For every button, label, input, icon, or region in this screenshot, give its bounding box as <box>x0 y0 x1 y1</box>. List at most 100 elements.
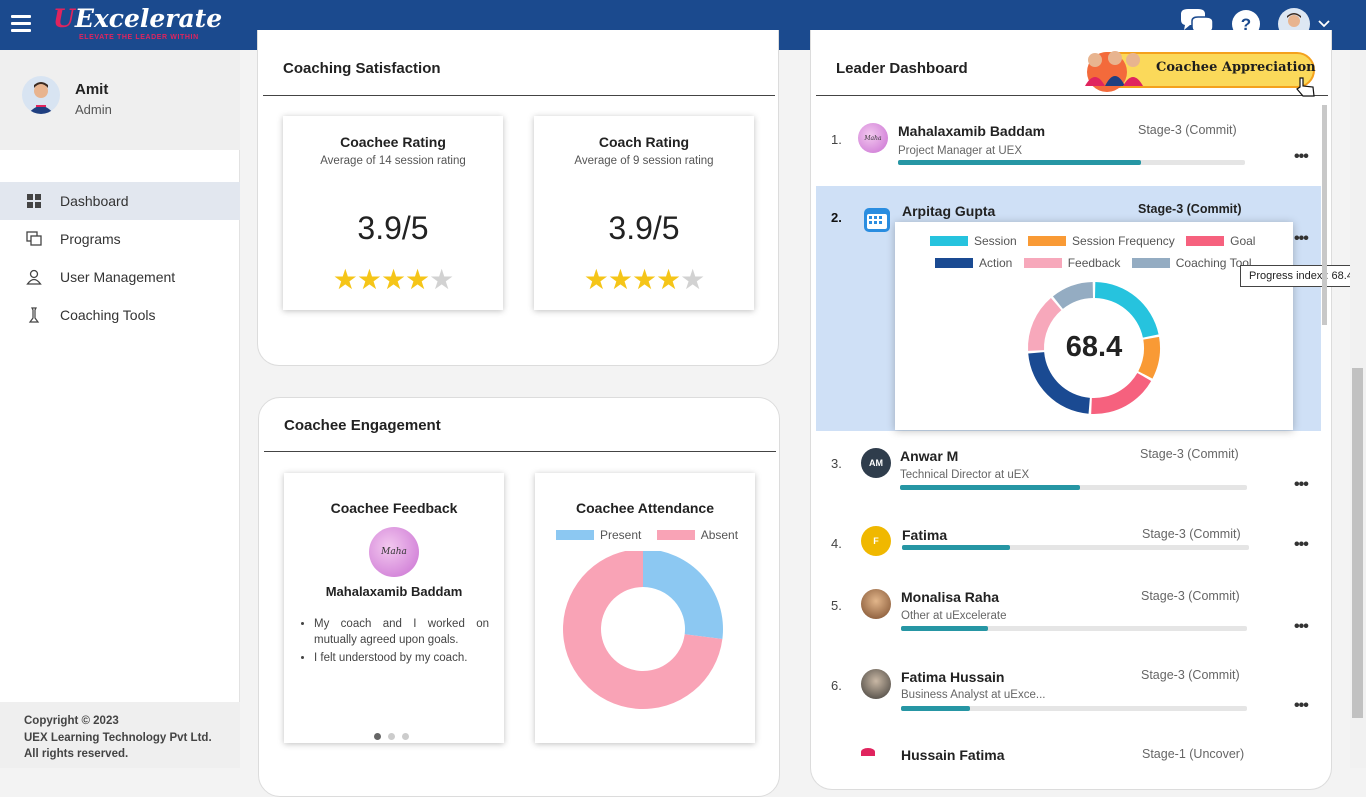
row-role: Business Analyst at uExce... <box>901 689 1046 701</box>
leader-row[interactable]: 3. AM Anwar M Technical Director at uEX … <box>816 438 1322 498</box>
row-avatar: F <box>861 526 891 556</box>
donut-slice-goal[interactable] <box>1091 372 1152 414</box>
copyright-line: UEX Learning Technology Pvt Ltd. <box>24 731 212 744</box>
tile-subtitle: Average of 14 session rating <box>320 155 466 167</box>
feedback-list: My coach and I worked on mutually agreed… <box>314 616 489 668</box>
row-name[interactable]: Arpitag Gupta <box>902 203 996 219</box>
divider <box>263 95 775 96</box>
legend-label: Action <box>979 256 1013 270</box>
row-name[interactable]: Anwar M <box>900 448 959 464</box>
legend-item[interactable]: Session Frequency <box>1028 234 1175 248</box>
row-number: 6. <box>831 678 842 693</box>
logo-tagline: ELEVATE THE LEADER WITHIN <box>79 34 199 41</box>
sidebar-nav: Dashboard Programs User Management Coach… <box>0 182 240 334</box>
progress-bar <box>902 545 1249 550</box>
legend-item[interactable]: Goal <box>1186 234 1255 248</box>
donut-slice-present[interactable] <box>643 551 723 640</box>
row-role: Project Manager at UEX <box>898 145 1023 157</box>
user-name: Amit <box>75 81 109 98</box>
legend-item[interactable]: Feedback <box>1023 256 1120 270</box>
legend-item[interactable]: Present <box>556 528 641 542</box>
legend-item[interactable]: Action <box>935 256 1012 270</box>
donut-slice-absent[interactable] <box>563 551 723 709</box>
profile-panel: Amit Admin <box>0 50 240 150</box>
carousel-dot[interactable] <box>402 733 409 740</box>
row-number: 3. <box>831 456 842 471</box>
svg-text:?: ? <box>1241 15 1251 34</box>
card-title: Coaching Satisfaction <box>283 60 441 77</box>
row-stage: Stage-3 (Commit) <box>1142 527 1241 541</box>
row-stage: Stage-1 (Uncover) <box>1142 747 1245 761</box>
row-name[interactable]: Monalisa Raha <box>901 589 1000 605</box>
feedback-point: I felt understood by my coach. <box>314 650 489 666</box>
progress-fill <box>902 545 1010 550</box>
carousel-dot[interactable] <box>388 733 395 740</box>
progress-fill <box>898 160 1141 165</box>
donut-slice-session[interactable] <box>1094 282 1159 338</box>
leader-row[interactable]: 6. Fatima Hussain Business Analyst at uE… <box>816 660 1322 720</box>
progress-fill <box>901 706 971 711</box>
sidebar-item-coaching-tools[interactable]: Coaching Tools <box>0 296 240 334</box>
feedback-name: Mahalaxamib Baddam <box>325 584 463 599</box>
page-scrollbar[interactable] <box>1350 50 1366 768</box>
menu-icon[interactable] <box>11 15 31 35</box>
copyright-line: All rights reserved. <box>24 748 129 760</box>
row-name[interactable]: Fatima Hussain <box>901 669 1005 685</box>
tile-title: Coachee Feedback <box>330 500 458 516</box>
legend-item[interactable]: Absent <box>656 528 738 542</box>
user-avatar[interactable] <box>22 76 60 114</box>
row-name[interactable]: Fatima <box>902 527 948 543</box>
row-number: 2. <box>831 210 842 225</box>
copyright: Copyright © 2023 UEX Learning Technology… <box>0 702 240 768</box>
donut-slice-feedback[interactable] <box>1028 297 1062 351</box>
sidebar-item-label: Programs <box>60 231 121 247</box>
sidebar-item-label: User Management <box>60 269 176 285</box>
carousel-dots <box>374 727 416 745</box>
donut-slice-action[interactable] <box>1028 352 1090 414</box>
leader-row[interactable]: 5. Monalisa Raha Other at uExcelerate St… <box>816 580 1322 640</box>
rating-value: 3.9/5 <box>608 210 680 246</box>
leader-row[interactable]: 4. F Fatima Stage-3 (Commit) ••• <box>816 518 1322 568</box>
row-name[interactable]: Mahalaxamib Baddam <box>898 123 1046 139</box>
more-options-icon[interactable]: ••• <box>1294 697 1309 714</box>
legend-item[interactable]: Coaching Tool <box>1131 256 1252 270</box>
donut-slice-session-frequency[interactable] <box>1138 336 1160 379</box>
coachee-attendance-tile: Coachee Attendance Present Absent <box>535 473 755 743</box>
grid-icon <box>27 194 41 208</box>
leader-row[interactable]: Hussain Fatima Stage-1 (Uncover) <box>816 738 1322 768</box>
progress-center-value: 68.4 <box>1065 331 1123 363</box>
progress-fill <box>900 485 1081 490</box>
coachee-engagement-card: Coachee Engagement Coachee Feedback Maha… <box>258 397 780 797</box>
carousel-dot[interactable] <box>374 733 381 740</box>
legend-item[interactable]: Session <box>930 234 1017 248</box>
more-options-icon[interactable]: ••• <box>1294 618 1309 635</box>
leader-row[interactable]: 1. Maha Mahalaxamib Baddam Project Manag… <box>816 112 1322 172</box>
divider <box>264 451 776 452</box>
chevron-down-icon[interactable] <box>1318 20 1330 29</box>
coachee-appreciation-button[interactable]: Coachee Appreciation <box>1067 50 1316 97</box>
attendance-donut-chart <box>563 551 723 709</box>
row-name[interactable]: Hussain Fatima <box>901 747 1005 763</box>
donut-slice-coaching-tool[interactable] <box>1052 282 1094 309</box>
more-options-icon[interactable]: ••• <box>1294 536 1309 553</box>
progress-index-popup: Session Session Frequency Goal Action Fe… <box>895 222 1293 430</box>
progress-bar <box>901 626 1247 631</box>
scrollbar-thumb[interactable] <box>1352 368 1363 718</box>
legend-label: Session <box>974 234 1017 248</box>
row-avatar <box>861 748 875 756</box>
sidebar-item-dashboard[interactable]: Dashboard <box>0 182 240 220</box>
more-options-icon[interactable]: ••• <box>1294 230 1309 247</box>
star-rating: ★★★★★ <box>332 264 455 295</box>
logo[interactable]: UExcelerate ELEVATE THE LEADER WITHIN <box>53 4 222 44</box>
logo-text: UExcelerate <box>53 4 223 33</box>
more-options-icon[interactable]: ••• <box>1294 148 1309 165</box>
copyright-line: Copyright © 2023 <box>24 715 119 727</box>
leader-row-selected[interactable]: 2. Arpitag Gupta Stage-3 (Commit) ••• <box>816 190 1322 247</box>
more-options-icon[interactable]: ••• <box>1294 476 1309 493</box>
row-avatar <box>861 669 891 699</box>
hand-cursor-icon <box>1296 77 1315 97</box>
sidebar-item-user-management[interactable]: User Management <box>0 258 240 296</box>
list-scrollbar[interactable] <box>1322 105 1327 325</box>
sidebar-item-programs[interactable]: Programs <box>0 220 240 258</box>
user-role: Admin <box>75 102 112 117</box>
